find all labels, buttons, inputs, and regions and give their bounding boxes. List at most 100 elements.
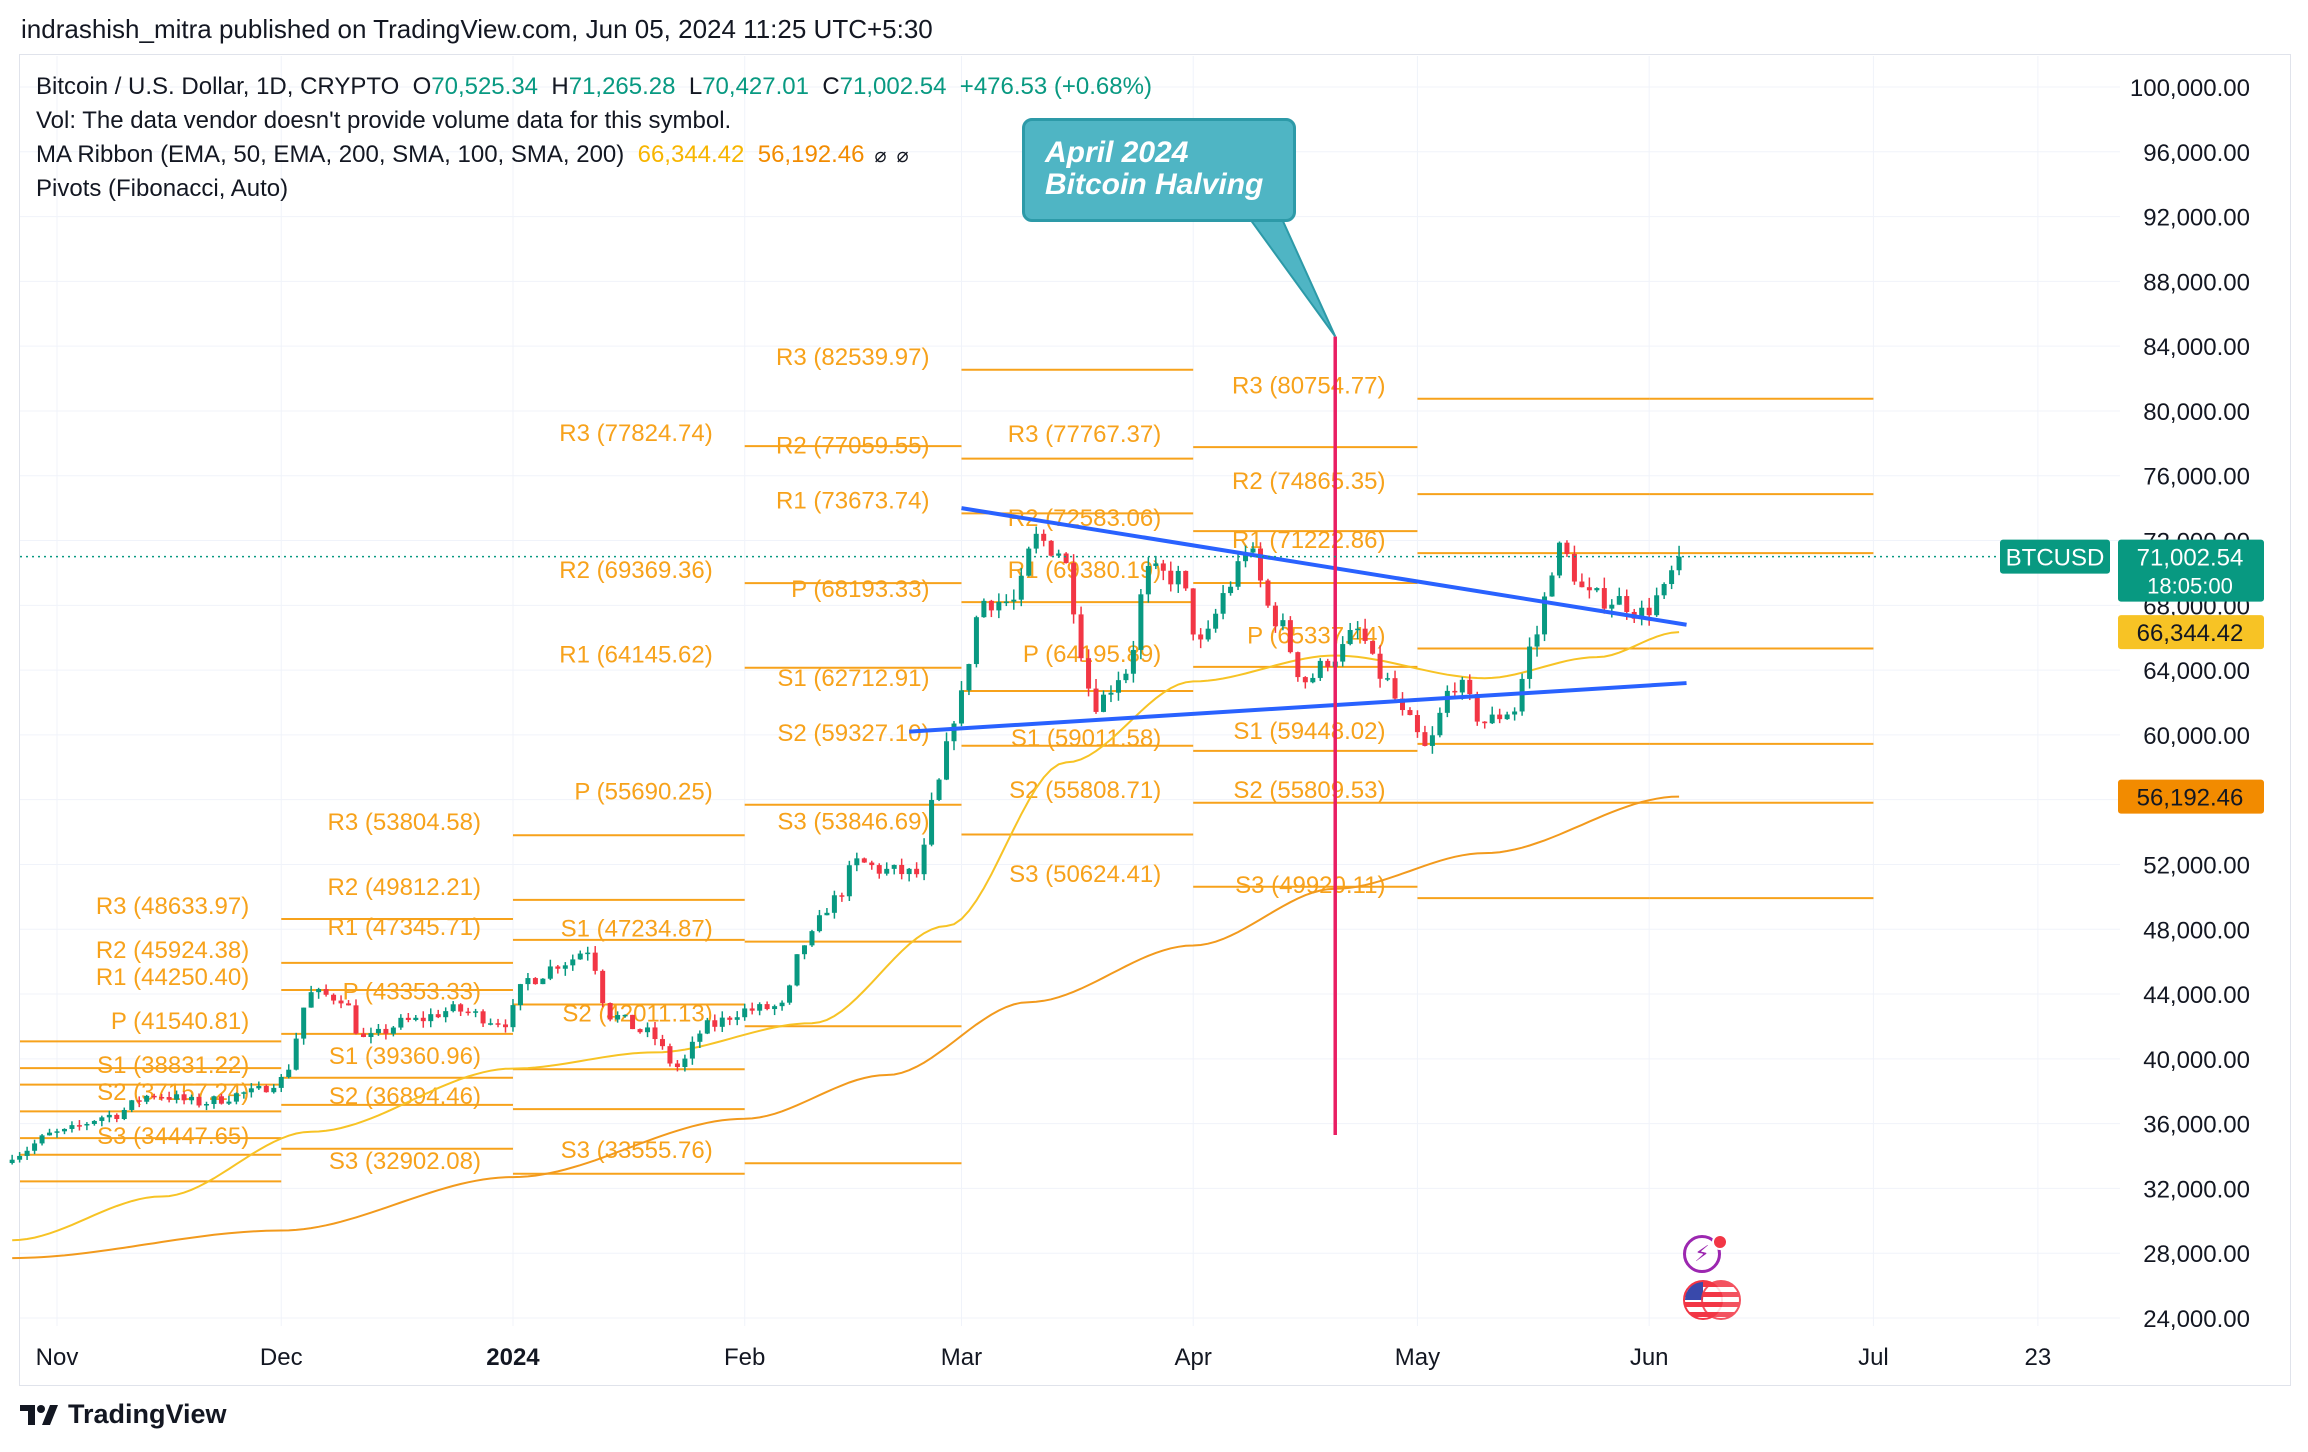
candle[interactable] [1086, 649, 1092, 697]
candle[interactable] [99, 1115, 105, 1127]
candle[interactable] [308, 985, 314, 1008]
candle[interactable] [742, 1003, 748, 1021]
candle[interactable] [1437, 707, 1443, 738]
candle[interactable] [211, 1095, 217, 1109]
candle[interactable] [1205, 620, 1211, 642]
candle[interactable] [1130, 640, 1136, 683]
candle[interactable] [1654, 587, 1660, 617]
candle[interactable] [196, 1093, 202, 1108]
candle[interactable] [749, 1002, 755, 1015]
candle[interactable] [659, 1034, 665, 1050]
candle[interactable] [1347, 622, 1353, 646]
candle[interactable] [286, 1064, 292, 1079]
candle[interactable] [480, 1009, 486, 1027]
candle[interactable] [1183, 570, 1189, 591]
candle[interactable] [39, 1134, 45, 1146]
candle[interactable] [503, 1019, 508, 1033]
candle[interactable] [944, 732, 950, 781]
candle[interactable] [906, 867, 912, 882]
candle[interactable] [1407, 707, 1413, 716]
candle[interactable] [1385, 672, 1391, 682]
candle[interactable] [189, 1094, 195, 1105]
candle[interactable] [151, 1093, 157, 1100]
candle[interactable] [1295, 651, 1301, 682]
candle[interactable] [1018, 568, 1024, 607]
candle[interactable] [1026, 546, 1032, 577]
candle[interactable] [951, 721, 957, 751]
candle[interactable] [615, 1011, 621, 1023]
candle[interactable] [727, 1016, 733, 1026]
candle[interactable] [966, 663, 972, 696]
candle[interactable] [622, 1014, 628, 1018]
candle[interactable] [772, 1004, 778, 1016]
candle[interactable] [1287, 616, 1293, 654]
candle[interactable] [450, 1001, 456, 1013]
candle[interactable] [824, 908, 830, 916]
candle[interactable] [1392, 670, 1398, 701]
candle[interactable] [570, 954, 576, 971]
candle[interactable] [1676, 545, 1682, 576]
candle[interactable] [1661, 582, 1667, 599]
candle[interactable] [181, 1091, 187, 1105]
candle[interactable] [517, 983, 523, 1011]
candle[interactable] [1571, 545, 1577, 585]
lightning-icon[interactable]: ⚡ [1683, 1235, 1721, 1273]
candle[interactable] [1579, 573, 1585, 588]
candle[interactable] [1138, 589, 1144, 660]
candle[interactable] [1489, 706, 1495, 725]
candle[interactable] [869, 860, 875, 870]
candle[interactable] [271, 1084, 277, 1094]
candle[interactable] [121, 1107, 127, 1121]
candle[interactable] [293, 1032, 299, 1071]
candle[interactable] [1549, 572, 1555, 597]
legend-pivots[interactable]: Pivots (Fibonacci, Auto) [36, 175, 289, 202]
candle[interactable] [1482, 721, 1488, 729]
candle[interactable] [1542, 592, 1548, 642]
candle[interactable] [1175, 565, 1181, 593]
candle[interactable] [846, 860, 852, 901]
candle[interactable] [495, 1018, 501, 1028]
candle[interactable] [32, 1139, 38, 1155]
candle[interactable] [637, 1028, 643, 1034]
candle[interactable] [1063, 552, 1069, 564]
candle[interactable] [428, 1008, 434, 1028]
candle[interactable] [1414, 710, 1420, 738]
candle[interactable] [174, 1090, 180, 1104]
candle[interactable] [802, 945, 807, 960]
candle[interactable] [734, 1011, 740, 1026]
candle[interactable] [787, 984, 793, 1005]
candle[interactable] [532, 977, 538, 985]
candle[interactable] [645, 1022, 651, 1038]
candle[interactable] [263, 1084, 269, 1093]
candle[interactable] [278, 1074, 284, 1093]
candle[interactable] [1265, 578, 1271, 608]
hidden-series-icon[interactable]: ⌀ [874, 145, 887, 167]
candle[interactable] [1145, 557, 1151, 603]
candle[interactable] [958, 681, 964, 727]
candle[interactable] [76, 1120, 82, 1131]
candle[interactable] [510, 999, 516, 1032]
candle[interactable] [1586, 577, 1592, 599]
candle[interactable] [84, 1122, 90, 1131]
candle[interactable] [47, 1128, 53, 1136]
candle[interactable] [1310, 673, 1316, 684]
trendline[interactable] [909, 681, 1687, 734]
candle[interactable] [1033, 526, 1039, 554]
candle[interactable] [420, 1011, 426, 1028]
candle[interactable] [1168, 561, 1174, 592]
candle[interactable] [226, 1095, 232, 1105]
candle[interactable] [1093, 679, 1099, 714]
candle[interactable] [1220, 585, 1226, 620]
candle[interactable] [914, 862, 920, 878]
candle[interactable] [652, 1021, 658, 1046]
candle[interactable] [159, 1093, 165, 1101]
candle[interactable] [839, 892, 845, 902]
candle[interactable] [383, 1024, 389, 1040]
candle[interactable] [346, 1000, 352, 1006]
candle[interactable] [1280, 613, 1286, 631]
candle[interactable] [1198, 628, 1204, 649]
candle[interactable] [114, 1113, 120, 1123]
candle[interactable] [488, 1018, 494, 1026]
